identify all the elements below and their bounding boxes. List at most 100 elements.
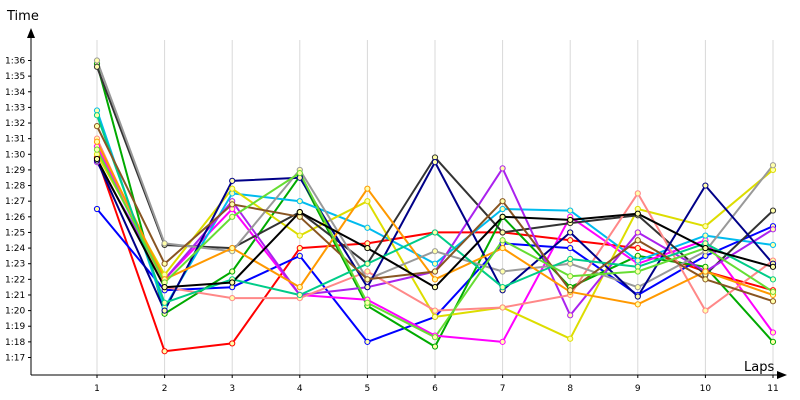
data-point <box>634 293 641 300</box>
data-point <box>229 185 236 192</box>
y-tick-label: 1:27 <box>5 197 25 207</box>
data-point <box>93 123 101 130</box>
data-point <box>229 279 236 286</box>
data-point <box>702 182 709 189</box>
data-point <box>431 334 439 341</box>
y-tick-label: 1:28 <box>5 182 25 192</box>
y-tick-label: 1:24 <box>5 244 25 254</box>
data-point <box>769 207 777 214</box>
data-point <box>161 307 168 314</box>
data-point <box>499 304 506 311</box>
data-point <box>499 205 506 213</box>
data-point <box>567 237 574 244</box>
data-point <box>567 312 574 319</box>
data-point <box>769 298 777 305</box>
data-point <box>769 226 777 233</box>
data-point <box>634 190 641 197</box>
data-point <box>769 338 777 345</box>
data-point <box>364 338 371 345</box>
data-point <box>702 244 709 252</box>
data-point <box>161 260 168 267</box>
data-point <box>769 263 777 270</box>
x-axis-title: Laps <box>744 360 774 375</box>
x-tick-label: 6 <box>432 384 438 394</box>
data-point <box>769 276 777 283</box>
x-tick-label: 11 <box>767 384 778 394</box>
data-point <box>431 284 439 291</box>
data-point <box>499 268 506 275</box>
data-point <box>93 146 101 153</box>
data-point <box>93 57 101 64</box>
data-point <box>499 244 506 252</box>
data-point <box>296 284 303 291</box>
data-point <box>431 159 439 166</box>
x-tick-label: 2 <box>162 384 168 394</box>
data-point <box>769 241 777 249</box>
x-tick-label: 9 <box>635 384 641 394</box>
data-point <box>229 268 236 275</box>
data-point <box>229 213 236 220</box>
x-tick-label: 3 <box>229 384 235 394</box>
y-tick-label: 1:25 <box>5 228 25 238</box>
y-tick-label: 1:17 <box>5 353 25 363</box>
data-point <box>431 229 439 236</box>
grid-lines <box>28 40 774 378</box>
y-tick-label: 1:30 <box>5 150 25 160</box>
data-point <box>229 244 236 252</box>
y-tick-label: 1:31 <box>5 135 25 145</box>
data-point <box>296 232 303 239</box>
data-point <box>431 343 439 350</box>
data-point <box>161 299 168 306</box>
x-tick-label: 1 <box>94 384 100 394</box>
x-axis-arrow <box>777 371 787 379</box>
data-point <box>296 169 303 177</box>
data-point <box>431 313 439 320</box>
data-point <box>364 276 371 283</box>
tick-labels: 1 2 3 4 5 6 7 8 9 10 11 1:17 1:18 1:19 1:20 1:21 1:22 1:2… <box>5 57 779 394</box>
data-point <box>364 260 371 267</box>
data-point <box>702 276 709 283</box>
data-point <box>702 268 709 275</box>
data-point <box>567 207 574 214</box>
data-point <box>229 201 236 208</box>
data-point <box>364 268 371 275</box>
y-tick-label: 1:32 <box>5 119 25 129</box>
y-tick-label: 1:21 <box>5 291 25 301</box>
data-point <box>296 244 303 252</box>
data-point <box>702 307 709 314</box>
y-tick-label: 1:26 <box>5 213 25 223</box>
y-axis-arrow <box>27 28 35 38</box>
data-point <box>567 335 574 342</box>
data-point <box>364 185 371 192</box>
data-point <box>634 210 641 217</box>
data-point <box>499 338 506 345</box>
data-point <box>161 240 168 247</box>
data-point <box>431 268 439 275</box>
x-tick-label: 5 <box>365 384 371 394</box>
data-point <box>364 284 371 291</box>
data-point <box>364 244 371 252</box>
data-point <box>567 229 574 236</box>
data-point <box>229 177 236 184</box>
y-tick-label: 1:29 <box>5 166 25 176</box>
x-tick-label: 7 <box>500 384 506 394</box>
data-point <box>702 223 709 230</box>
data-point <box>229 294 236 302</box>
y-tick-label: 1:20 <box>5 307 25 317</box>
data-point <box>364 224 371 231</box>
data-point <box>499 284 506 291</box>
data-point <box>769 288 777 295</box>
axes: Time Laps <box>6 9 787 379</box>
data-point <box>769 162 777 169</box>
x-tick-label: 10 <box>700 384 712 394</box>
data-point <box>431 248 439 255</box>
data-point <box>161 348 168 355</box>
data-point <box>567 244 574 252</box>
data-point <box>364 198 371 205</box>
y-tick-label: 1:18 <box>5 338 25 348</box>
data-point <box>229 340 236 347</box>
data-point <box>93 155 101 163</box>
data-point <box>431 260 439 267</box>
